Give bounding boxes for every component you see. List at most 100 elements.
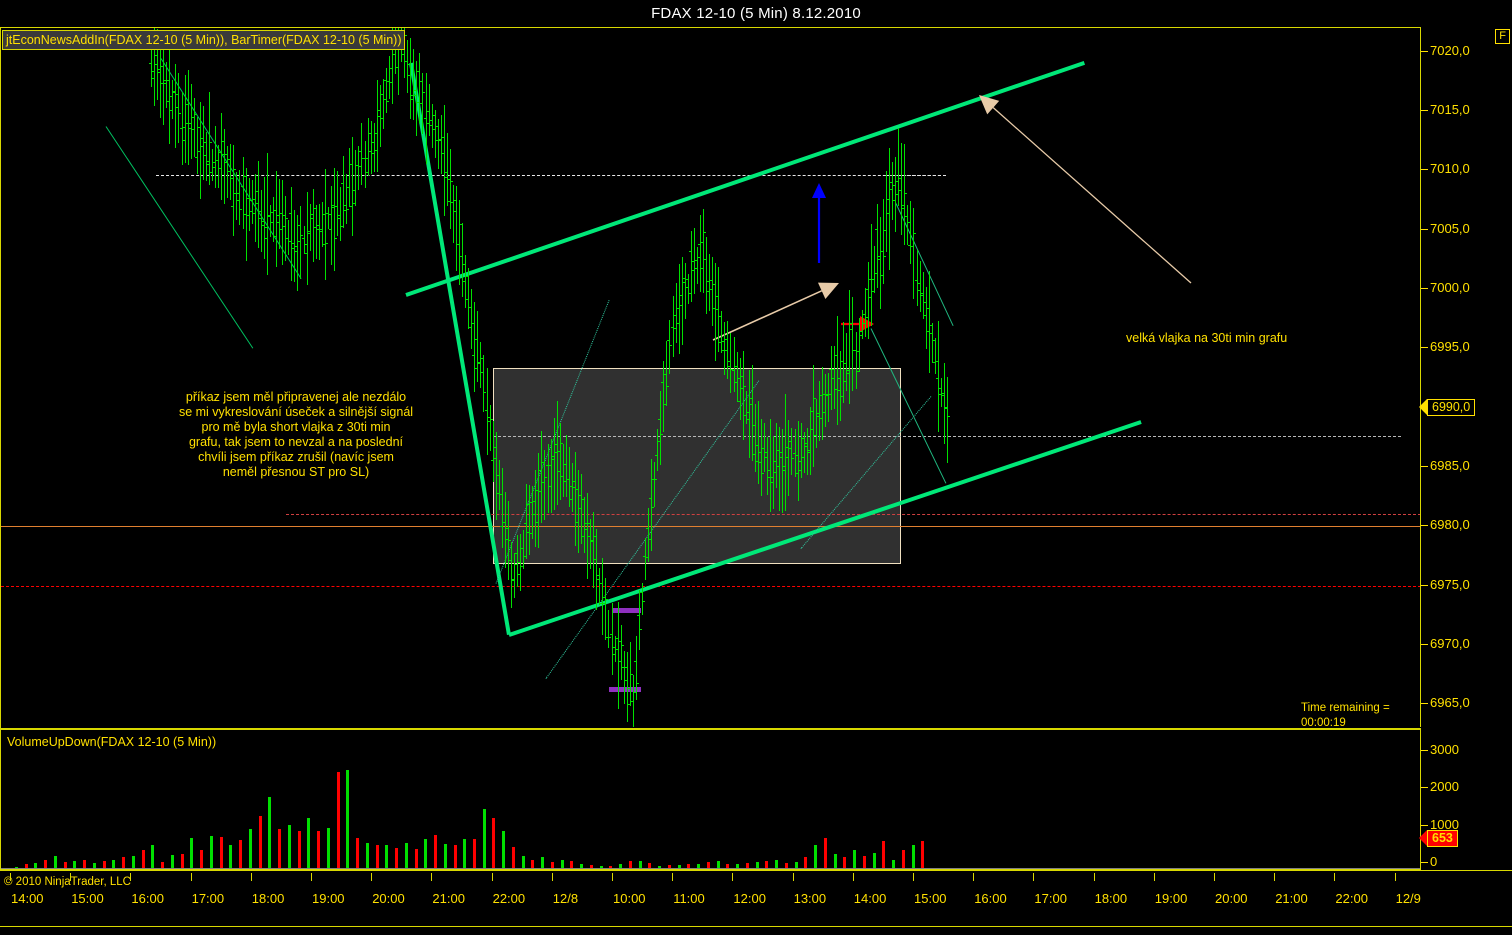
price-bar-open-tick [186, 103, 188, 105]
volume-bar [131, 855, 135, 871]
price-bar-open-tick [884, 229, 886, 231]
price-bar [386, 68, 387, 113]
price-bar [319, 203, 320, 260]
price-bar-close-tick [902, 207, 904, 209]
price-bar [791, 427, 792, 475]
price-axis-tick: 7015,0 [1421, 102, 1470, 117]
price-bar-close-tick [219, 167, 221, 169]
price-bar-open-tick [692, 269, 694, 271]
price-bar-close-tick [488, 420, 490, 422]
annotation-line: neměl přesnou ST pro SL) [222, 465, 370, 479]
price-bar [566, 435, 567, 498]
price-bar [752, 364, 753, 461]
price-bar [218, 145, 219, 188]
axis-format-badge[interactable]: F [1495, 29, 1510, 44]
price-bar-close-tick [814, 398, 816, 400]
price-bar [685, 263, 686, 319]
volume-bar [648, 863, 652, 871]
price-bar [548, 444, 549, 514]
volume-bar [531, 859, 535, 871]
price-bar [904, 144, 905, 246]
price-bar-open-tick [616, 637, 618, 639]
price-bar-close-tick [369, 133, 371, 135]
price-bar-open-tick [722, 349, 724, 351]
price-bar [340, 186, 341, 241]
price-bar-open-tick [420, 103, 422, 105]
price-bar [846, 332, 847, 391]
time-axis-tick [732, 873, 734, 881]
price-bar-close-tick [735, 366, 737, 368]
price-bar-open-tick [424, 117, 426, 119]
price-bar-close-tick [832, 369, 834, 371]
price-bar-open-tick [686, 286, 688, 288]
price-bar-close-tick [756, 444, 758, 446]
price-axis[interactable]: 7020,0 7015,0 7010,0 7005,0 7000,0 6995,0 6990… [1419, 27, 1512, 727]
price-bar-close-tick [152, 71, 154, 73]
window-title: FDAX 12-10 (5 Min) 8.12.2010 [0, 0, 1512, 27]
price-bar-close-tick [786, 447, 788, 449]
price-axis-tick: 6985,0 [1421, 458, 1470, 473]
price-bar-open-tick [854, 350, 856, 352]
price-bar [160, 47, 161, 119]
time-tick-label: 18:00 [1094, 891, 1128, 906]
price-bar [676, 283, 677, 343]
price-bar-close-tick [228, 170, 230, 172]
price-bar-close-tick [539, 490, 541, 492]
price-bar-close-tick [545, 477, 547, 479]
price-bar-open-tick [481, 371, 483, 373]
price-bar-open-tick [713, 307, 715, 309]
price-bar [185, 75, 186, 164]
time-axis[interactable]: 14:00 15:00 16:00 17:00 18:00 19:00 20:00 21:00… [0, 870, 1512, 935]
price-indicator-label[interactable]: jtEconNewsAddIn(FDAX 12-10 (5 Min)), Bar… [2, 30, 406, 50]
price-bar [276, 170, 277, 268]
price-bar [236, 172, 237, 220]
price-bar [581, 473, 582, 545]
price-bar [612, 602, 613, 676]
price-bar-close-tick [491, 418, 493, 420]
price-bar-open-tick [683, 278, 685, 280]
volume-axis[interactable]: 3000 2000 1000 0 653 [1419, 729, 1512, 870]
price-bar [618, 601, 619, 709]
price-bar-open-tick [384, 79, 386, 81]
price-bar-open-tick [494, 457, 496, 459]
volume-chart-panel[interactable]: VolumeUpDown(FDAX 12-10 (5 Min)) [0, 729, 1421, 871]
volume-bar [570, 860, 574, 871]
volume-bar [794, 862, 798, 871]
price-bar-close-tick [195, 113, 197, 115]
price-marker-value: 6990,0 [1427, 398, 1476, 416]
volume-bar [541, 857, 545, 871]
volume-bar [356, 837, 360, 871]
price-bar-open-tick [646, 528, 648, 530]
price-bar [859, 318, 860, 372]
price-bar [645, 537, 646, 581]
price-bar-open-tick [469, 326, 471, 328]
volume-bar [219, 837, 223, 871]
volume-indicator-label[interactable]: VolumeUpDown(FDAX 12-10 (5 Min)) [7, 735, 217, 749]
price-bar [596, 528, 597, 610]
price-bar-open-tick [811, 410, 813, 412]
price-bar-close-tick [484, 391, 486, 393]
price-bar-close-tick [451, 181, 453, 182]
price-bar [584, 497, 585, 554]
price-bar-close-tick [280, 228, 282, 230]
price-bar [828, 373, 829, 423]
price-bar-open-tick [228, 159, 230, 161]
last-price-marker: 6990,0 [1419, 398, 1476, 416]
volume-bar [706, 862, 710, 871]
price-bar-open-tick [506, 539, 508, 541]
price-bar-open-tick [207, 161, 209, 163]
volume-bar [170, 855, 174, 871]
price-chart-panel[interactable]: jtEconNewsAddIn(FDAX 12-10 (5 Min)), Bar… [0, 27, 1421, 729]
price-tick-label: 7000,0 [1430, 280, 1470, 296]
price-bar-open-tick [875, 228, 877, 230]
volume-bar [375, 844, 379, 871]
price-bar-close-tick [738, 378, 740, 380]
price-bar-open-tick [231, 206, 233, 208]
price-bar-open-tick [210, 171, 212, 173]
price-bar-close-tick [436, 125, 438, 127]
volume-bar [833, 854, 837, 871]
price-bar-open-tick [847, 373, 849, 375]
price-bar-close-tick [844, 380, 846, 382]
price-bar-open-tick [796, 472, 798, 474]
volume-bar [278, 828, 282, 871]
